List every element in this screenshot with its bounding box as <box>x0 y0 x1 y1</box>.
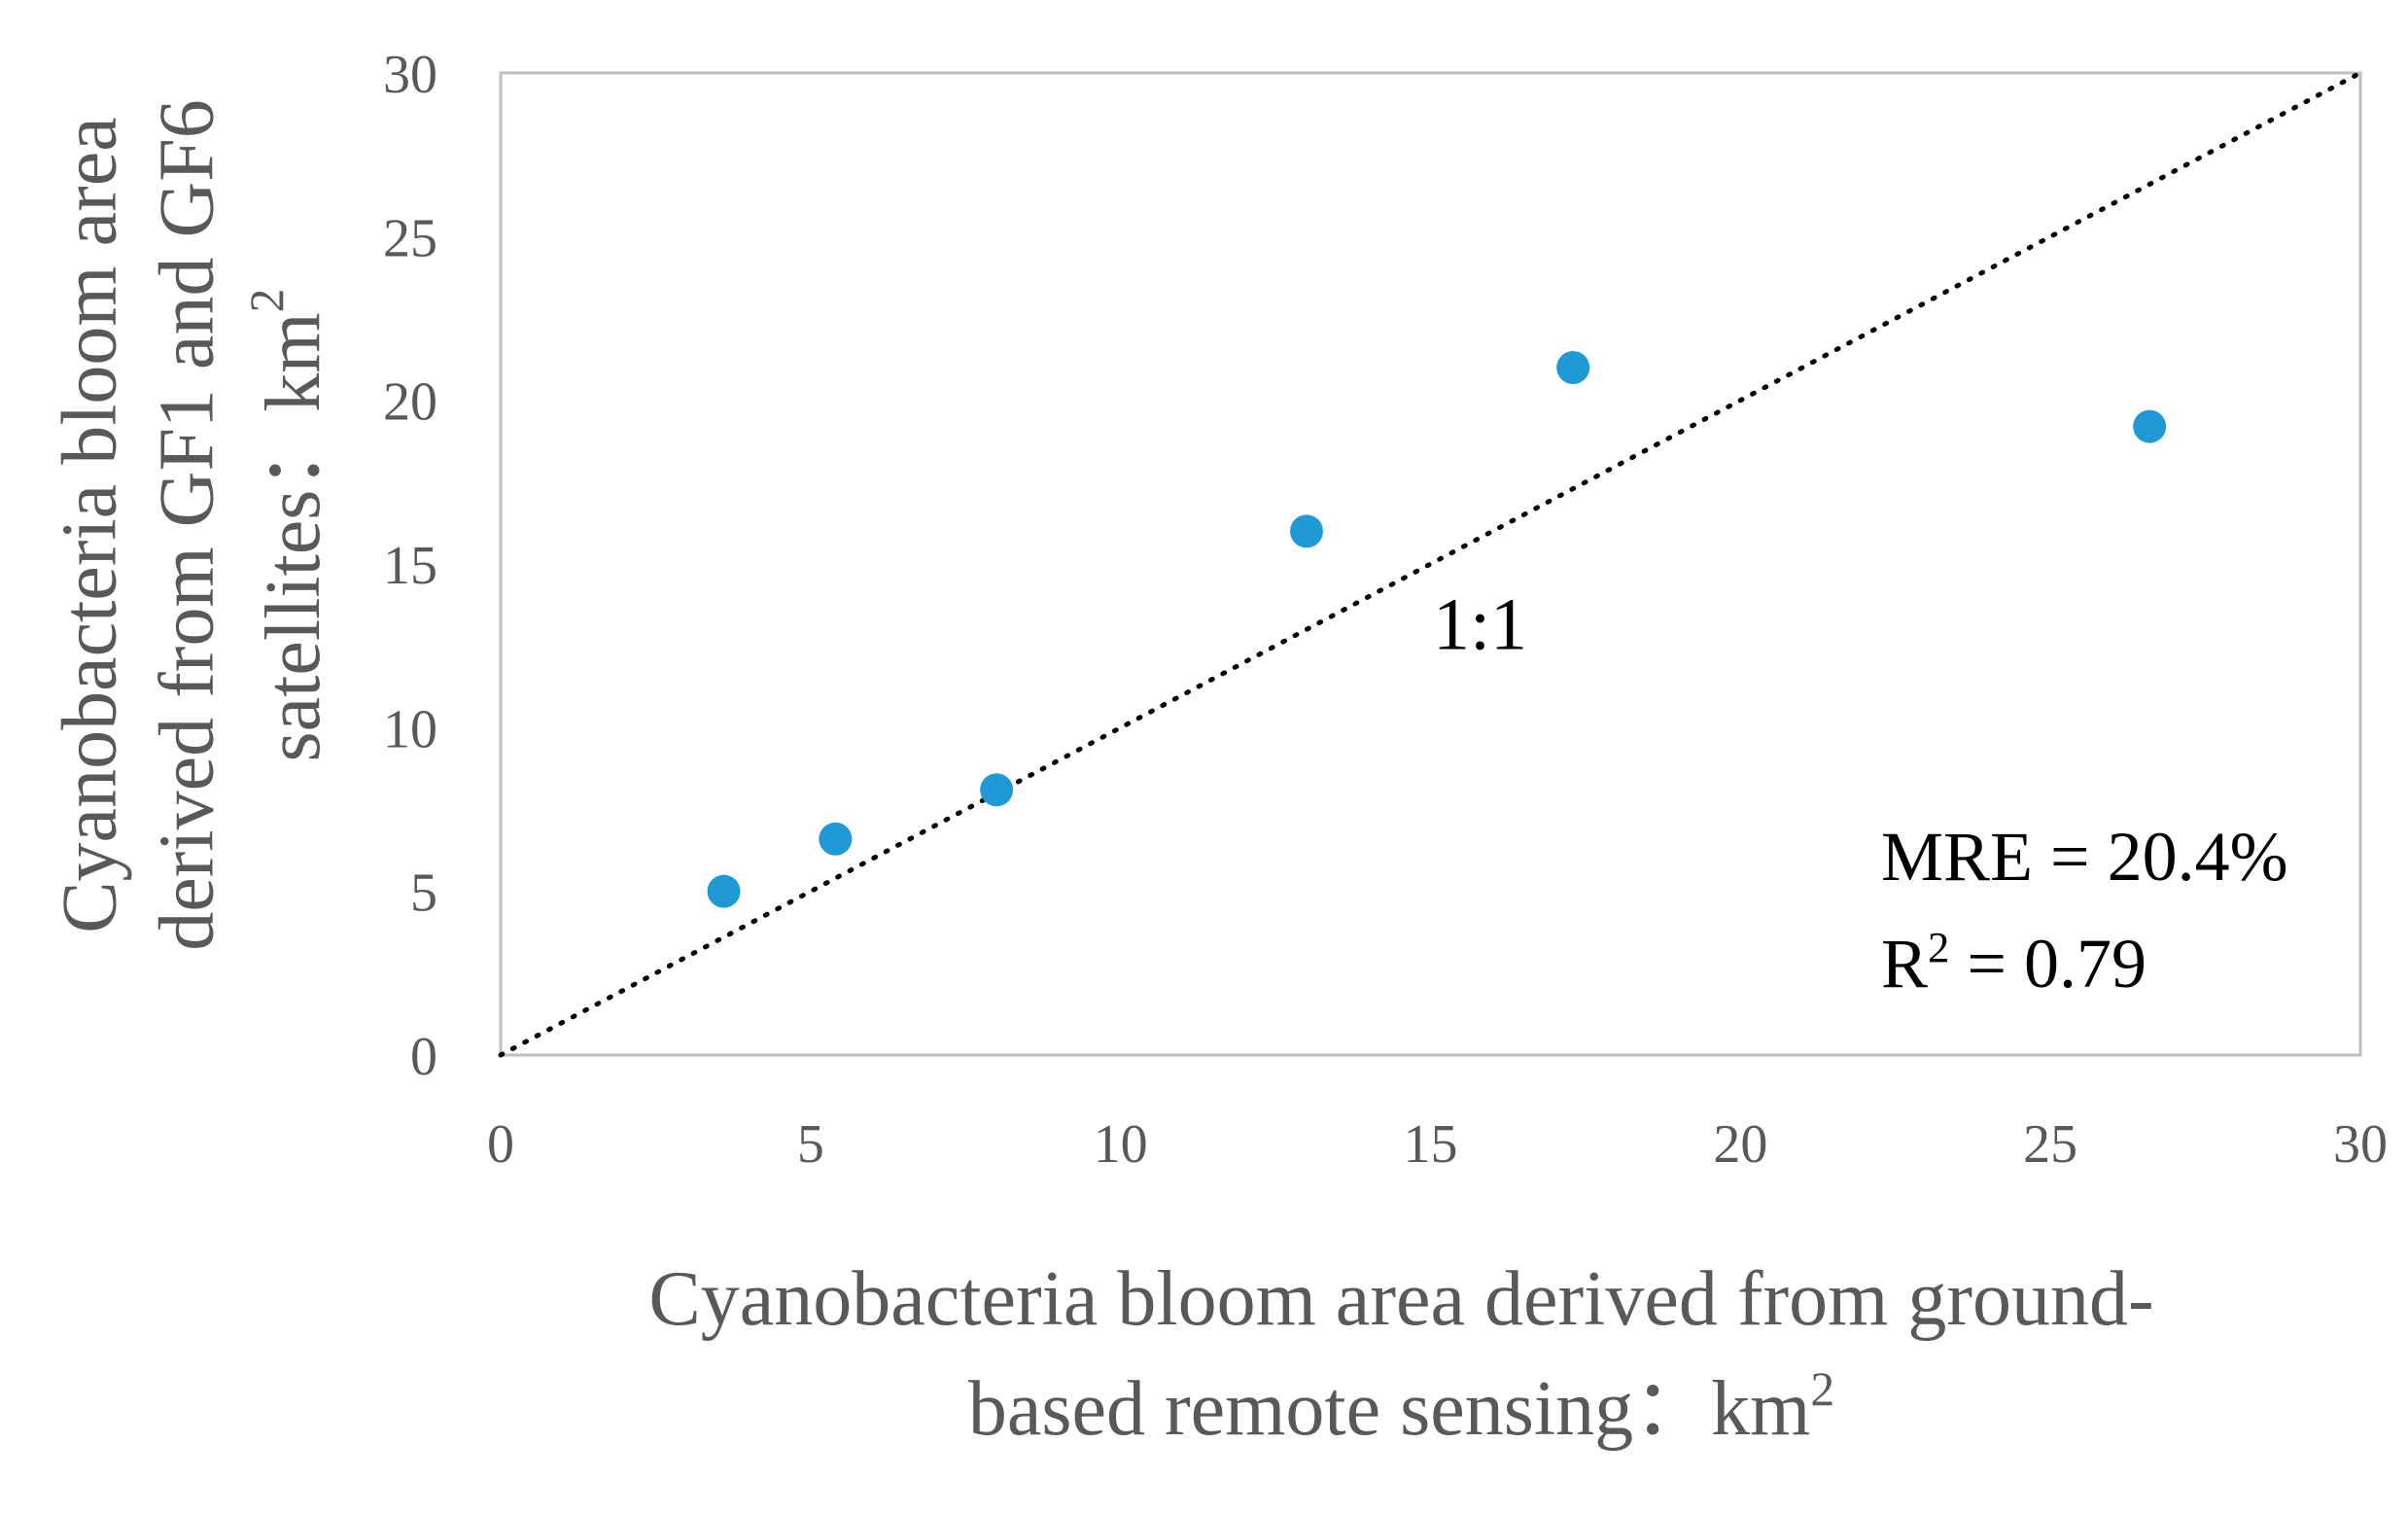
r-squared-superscript: 2 <box>1928 923 1949 971</box>
data-point <box>980 773 1014 807</box>
x-tick-label: 20 <box>1713 1114 1767 1175</box>
x-tick-label: 30 <box>2333 1114 2388 1175</box>
y-axis-unit-superscript: 2 <box>240 289 294 313</box>
data-point <box>707 874 741 908</box>
data-point <box>2133 409 2167 443</box>
y-tick-label: 5 <box>410 863 437 924</box>
x-axis-ticks: 0 5 10 15 20 25 30 <box>487 1114 2388 1175</box>
y-tick-label: 20 <box>383 372 437 433</box>
data-point <box>819 822 853 856</box>
y-tick-label: 15 <box>383 536 437 596</box>
y-tick-label: 30 <box>383 45 437 105</box>
y-axis-title: Cyanobacteria bloom area derived from GF… <box>47 99 336 950</box>
reference-line-label: 1:1 <box>1433 584 1527 666</box>
x-tick-label: 15 <box>1404 1114 1458 1175</box>
x-tick-label: 5 <box>797 1114 824 1175</box>
x-tick-label: 10 <box>1094 1114 1148 1175</box>
x-tick-label: 0 <box>487 1114 514 1175</box>
one-to-one-reference-line <box>498 70 2363 1058</box>
data-points <box>707 351 2167 908</box>
y-axis-title-line-3: satellites：km2 <box>240 289 336 762</box>
data-point <box>1289 514 1323 548</box>
y-axis-title-line-3-text: satellites：km <box>251 312 336 761</box>
x-axis-unit-superscript: 2 <box>1810 1362 1834 1416</box>
x-axis-title-line-2: based remote sensing：km2 <box>968 1362 1834 1452</box>
y-axis-ticks: 0 5 10 15 20 25 30 <box>383 45 437 1087</box>
y-tick-label: 0 <box>410 1027 437 1087</box>
r-squared-suffix: = 0.79 <box>1949 925 2146 1003</box>
x-axis-title-line-1: Cyanobacteria bloom area derived from gr… <box>648 1256 2153 1342</box>
x-axis-title-line-2-text: based remote sensing：km <box>968 1366 1810 1452</box>
plot-area <box>499 71 2362 1057</box>
data-point <box>1556 351 1590 384</box>
y-tick-label: 10 <box>383 699 437 759</box>
y-tick-label: 25 <box>383 208 437 268</box>
y-axis-title-line-1: Cyanobacteria bloom area <box>47 117 132 933</box>
x-tick-label: 25 <box>2023 1114 2077 1175</box>
y-axis-title-line-2: derived from GF1 and GF6 <box>144 99 229 950</box>
mre-annotation: MRE = 20.4% <box>1881 818 2288 896</box>
r-squared-prefix: R <box>1881 925 1928 1003</box>
r-squared-annotation: R2 = 0.79 <box>1881 923 2146 1003</box>
